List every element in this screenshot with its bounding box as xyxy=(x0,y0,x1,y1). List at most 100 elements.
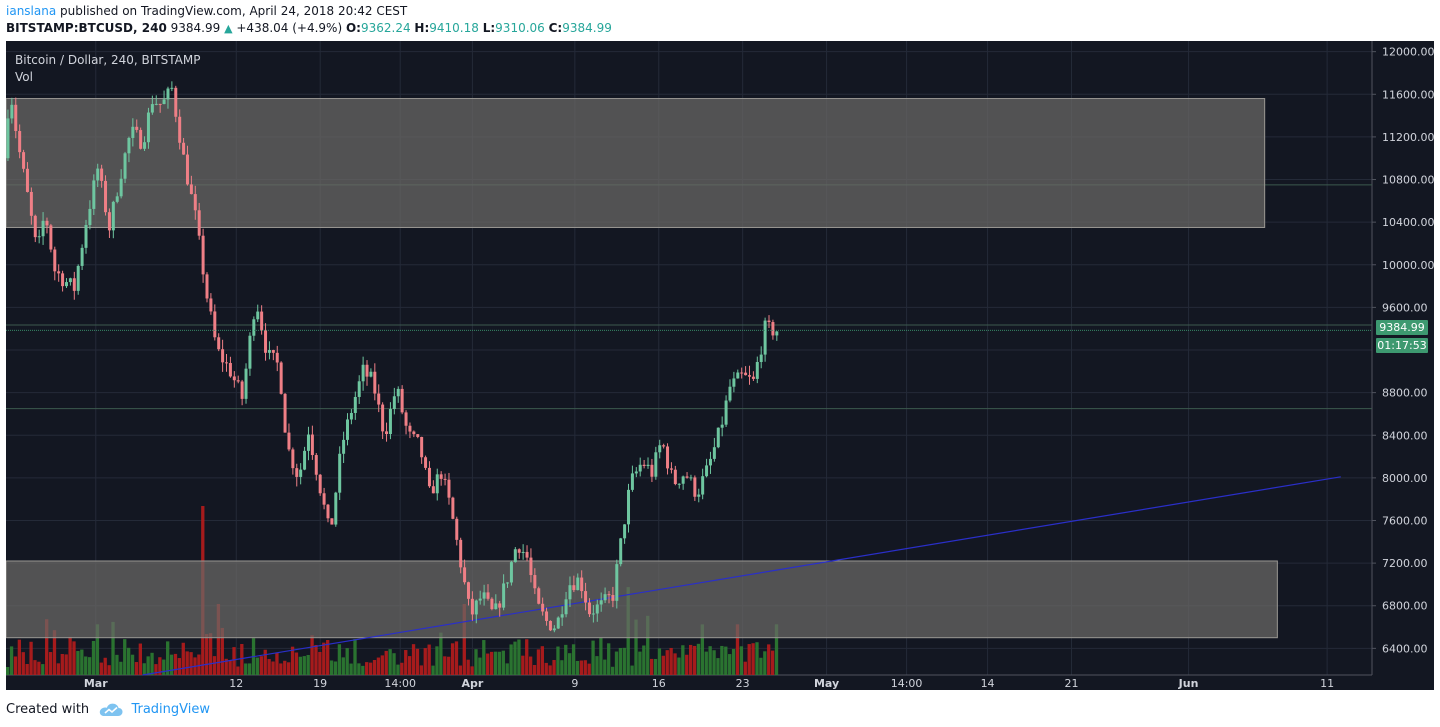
volume-bar xyxy=(700,624,705,675)
volume-bar xyxy=(337,644,342,675)
candle-body xyxy=(14,104,18,132)
volume-bar xyxy=(489,651,494,675)
volume-bar xyxy=(649,658,654,675)
volume-bar xyxy=(21,652,25,675)
volume-bar xyxy=(68,636,72,675)
candle-body xyxy=(447,479,451,498)
candle-body xyxy=(170,87,174,89)
candle-body xyxy=(365,364,369,377)
volume-bar xyxy=(528,656,533,675)
candle-body xyxy=(474,600,478,615)
candle-body xyxy=(498,603,502,608)
candle-body xyxy=(96,168,100,181)
candle-body xyxy=(400,388,404,413)
volume-bar xyxy=(294,652,299,675)
candle-body xyxy=(182,142,186,155)
candle-body xyxy=(107,212,111,231)
volume-bar xyxy=(123,639,127,675)
x-axis-label: 12 xyxy=(229,677,243,690)
volume-bar xyxy=(216,604,221,675)
volume-bar xyxy=(728,654,732,675)
candle-body xyxy=(712,447,716,459)
volume-bar xyxy=(107,665,111,675)
high-label: H: xyxy=(414,21,430,35)
tradingview-link[interactable]: TradingView xyxy=(131,702,210,717)
candle-body xyxy=(310,434,314,456)
candle-body xyxy=(580,577,584,592)
candle-body xyxy=(61,273,65,287)
volume-bar xyxy=(169,654,174,675)
price-chart[interactable]: 12000.00 11600.00 11200.00 10800.00 10400.00… xyxy=(6,41,1434,690)
volume-bar xyxy=(95,624,100,675)
y-axis-label: 6400.00 xyxy=(1382,642,1428,655)
candle-body xyxy=(541,603,545,612)
volume-bar xyxy=(454,641,459,675)
candle-body xyxy=(392,396,396,409)
candle-body xyxy=(57,271,61,274)
volume-bar xyxy=(185,651,189,675)
volume-bar xyxy=(310,635,314,675)
candle-body xyxy=(342,439,346,454)
candle-body xyxy=(80,247,84,266)
candle-body xyxy=(314,455,318,475)
price-change: +438.04 (+4.9%) xyxy=(236,21,343,35)
candle-body xyxy=(560,614,564,618)
volume-bar xyxy=(376,657,381,675)
candle-body xyxy=(174,87,178,117)
close-value: 9384.99 xyxy=(562,21,612,35)
candle-body xyxy=(751,376,755,379)
candle-body xyxy=(693,477,697,497)
volume-bar xyxy=(244,663,248,675)
volume-bar xyxy=(450,643,455,675)
volume-bar xyxy=(384,650,388,675)
candle-body xyxy=(728,386,732,401)
volume-bar xyxy=(653,658,658,675)
volume-bar xyxy=(739,646,744,675)
volume-bar xyxy=(111,621,115,675)
author-link[interactable]: ianslana xyxy=(6,4,57,18)
volume-bar xyxy=(571,644,576,675)
candle-body xyxy=(650,464,654,477)
volume-bar xyxy=(267,659,271,675)
volume-bar xyxy=(708,646,712,675)
volume-bar xyxy=(774,624,779,675)
candle-body xyxy=(318,474,322,494)
candle-body xyxy=(88,208,92,225)
volume-bar xyxy=(290,646,295,675)
candle-body xyxy=(357,381,361,397)
volume-bar xyxy=(431,665,435,675)
candle-body xyxy=(587,602,591,615)
x-axis-label: 11 xyxy=(1320,677,1334,690)
volume-bar xyxy=(716,658,720,675)
volume-bar xyxy=(372,659,377,675)
volume-bar xyxy=(91,640,96,675)
volume-bar xyxy=(400,662,404,675)
published-text: published on TradingView.com, April 24, … xyxy=(60,4,408,18)
volume-bar xyxy=(435,646,439,675)
volume-bar xyxy=(614,651,619,675)
volume-bar xyxy=(646,615,650,675)
candle-body xyxy=(685,476,689,478)
volume-bar xyxy=(478,657,482,675)
volume-bar xyxy=(638,651,642,675)
volume-bar xyxy=(130,654,135,675)
candle-body xyxy=(506,582,510,584)
chart-panel[interactable]: 12000.00 11600.00 11200.00 10800.00 10400.00… xyxy=(6,41,1434,690)
candle-body xyxy=(478,598,482,601)
candle-body xyxy=(388,408,392,435)
candle-body xyxy=(724,400,728,425)
candle-body xyxy=(361,364,365,382)
volume-bar xyxy=(505,663,509,675)
candle-body xyxy=(533,575,537,589)
volume-bar xyxy=(763,651,767,675)
volume-bar xyxy=(212,656,217,675)
candle-body xyxy=(248,335,252,369)
volume-bar xyxy=(544,662,548,675)
candle-body xyxy=(166,88,170,100)
x-axis-label: 16 xyxy=(652,677,666,690)
volume-bar xyxy=(751,643,755,675)
candle-body xyxy=(771,322,775,336)
y-axis-label: 8000.00 xyxy=(1382,472,1428,485)
volume-bar xyxy=(392,653,396,675)
candle-body xyxy=(353,396,357,413)
